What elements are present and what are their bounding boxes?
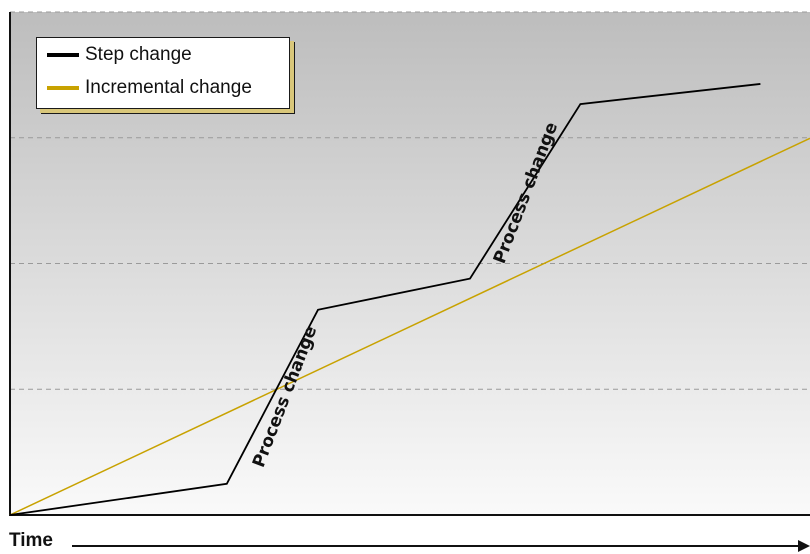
legend-item-incremental-change: Incremental change (47, 74, 252, 102)
legend-swatch-incremental (47, 86, 79, 90)
legend: Step change Incremental change (36, 37, 290, 109)
time-arrow-head (798, 540, 810, 552)
x-axis-label: Time (9, 530, 54, 551)
legend-swatch-step (47, 53, 79, 57)
legend-label-step: Step change (85, 44, 192, 65)
gridlines (10, 137, 810, 390)
series-line-step-change (9, 83, 761, 516)
legend-item-step-change: Step change (47, 41, 192, 69)
legend-label-incremental: Incremental change (85, 77, 252, 98)
series-lines (9, 83, 810, 516)
series-line-incremental-change (9, 137, 810, 516)
